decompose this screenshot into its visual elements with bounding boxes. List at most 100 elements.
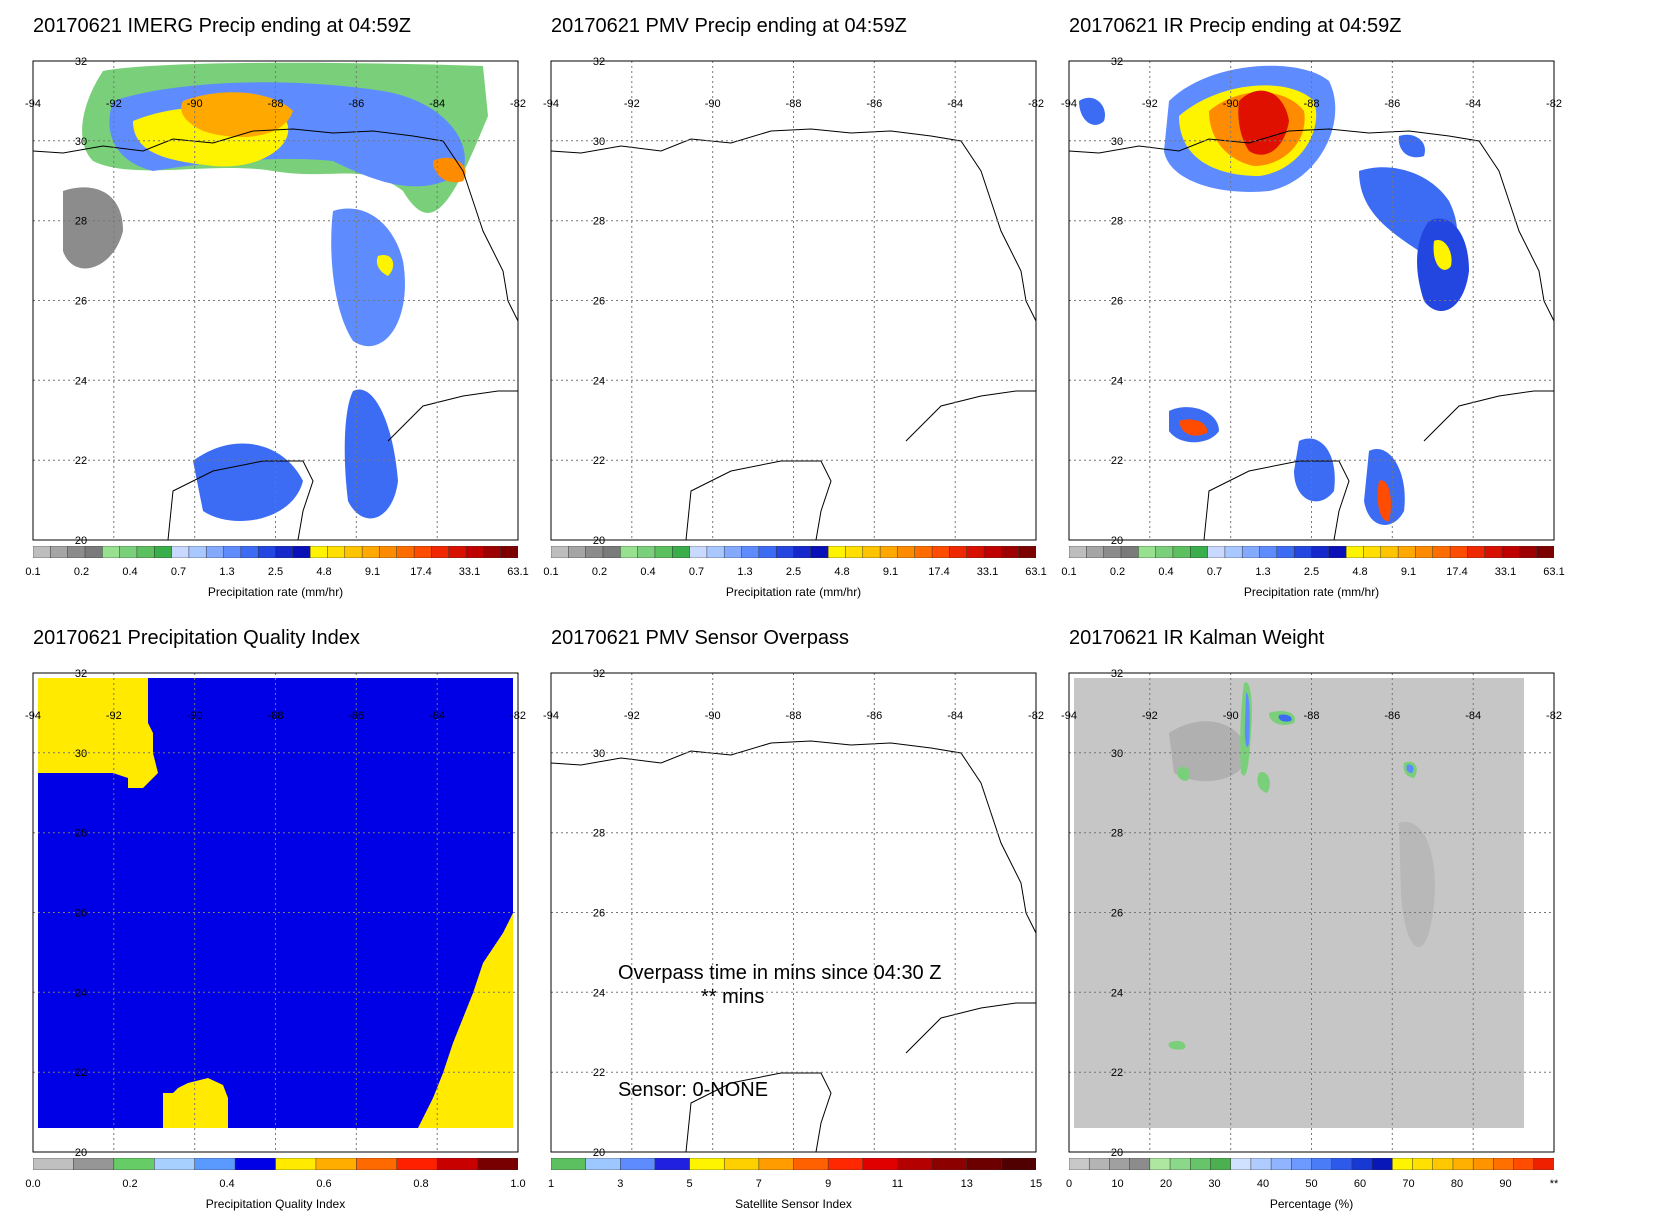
plot-frame	[550, 672, 1037, 1153]
x-tick-label: -94	[25, 710, 41, 722]
y-tick-label: 30	[593, 136, 605, 148]
colorbar-tick: 7	[755, 1178, 762, 1190]
colorbar-swatch	[689, 1158, 725, 1170]
colorbar-swatch	[966, 546, 985, 558]
panel-imerg: 20170621 IMERG Precip ending at 04:59Z	[0, 0, 529, 600]
colorbar-swatch	[154, 546, 173, 558]
y-tick-label: 22	[1111, 1067, 1123, 1079]
colorbar-tick: 33.1	[1494, 566, 1517, 578]
colorbar-swatch	[1397, 546, 1417, 558]
y-tick-label: 24	[75, 375, 87, 387]
colorbar	[33, 1158, 518, 1170]
colorbar-tick: 0.2	[73, 566, 90, 578]
colorbar-swatch	[585, 546, 604, 558]
colorbar-tick: 1.3	[219, 566, 235, 578]
colorbar-swatch	[827, 546, 847, 558]
colorbar-tick: 1.3	[1255, 566, 1271, 578]
colorbar-tick: 0.4	[1158, 566, 1174, 578]
panel-sensor-overpass: 20170621 PMV Sensor Overpass -94 -92 -90 -8…	[518, 612, 1044, 1212]
x-tick-label: -88	[1304, 98, 1320, 110]
colorbar-swatch	[966, 1158, 1003, 1170]
colorbar-swatch	[602, 546, 622, 558]
colorbar-swatch	[914, 546, 933, 558]
map-plot: -94 -92 -90 -88 -86 -84 -82 20 22 24 26 28 30 32	[25, 56, 526, 547]
x-tick-label: -92	[624, 98, 640, 110]
x-tick-label: -84	[429, 710, 445, 722]
y-tick-label: 24	[593, 987, 605, 999]
map-svg: -94 -92 -90 -88 -86 -84 -82 20 22 24 26 28 30 32	[1061, 668, 1562, 1159]
colorbar-swatch	[500, 546, 518, 558]
y-tick-label: 32	[75, 56, 87, 68]
colorbar-tick: 63.1	[1543, 566, 1565, 578]
coastline	[550, 740, 1037, 1153]
panel-title: 20170621 PMV Precip ending at 04:59Z	[551, 15, 907, 37]
colorbar-tick: 33.1	[976, 566, 999, 578]
colorbar-swatch	[1328, 546, 1347, 558]
coastline	[550, 128, 1037, 541]
colorbar-swatch	[171, 546, 190, 558]
y-tick-label: 26	[1111, 908, 1123, 920]
plot-frame	[550, 60, 1037, 541]
colorbar-swatch	[1415, 546, 1434, 558]
colorbar-swatch	[672, 546, 691, 558]
colorbar-swatch	[84, 546, 104, 558]
colorbar-swatch	[315, 1158, 358, 1170]
colorbar-tick: 2.5	[785, 566, 802, 578]
colorbar-swatch	[1513, 1158, 1535, 1170]
colorbar-tick: 17.4	[928, 566, 950, 578]
colorbar-tick: 20	[1159, 1178, 1173, 1190]
colorbar-tick: 5	[686, 1178, 693, 1190]
coastline	[1068, 128, 1555, 541]
x-tick-label: -88	[1304, 710, 1320, 722]
colorbar-swatch	[154, 1158, 196, 1170]
colorbar-swatch	[1351, 1158, 1373, 1170]
panel-title: 20170621 Precipitation Quality Index	[33, 627, 360, 649]
colorbar-swatch	[1467, 546, 1486, 558]
y-tick-label: 24	[593, 375, 605, 387]
colorbar-swatch	[1501, 546, 1521, 558]
x-tick-label: -92	[1142, 710, 1158, 722]
panel-title: 20170621 PMV Sensor Overpass	[551, 627, 849, 649]
x-tick-label: -92	[106, 98, 122, 110]
colorbar-label: Precipitation rate (mm/hr)	[207, 585, 344, 599]
x-tick-label: -88	[786, 710, 802, 722]
colorbar-swatch	[436, 1158, 479, 1170]
y-tick-label: 32	[1111, 668, 1123, 680]
grid	[33, 61, 518, 540]
colorbar-swatch	[931, 1158, 968, 1170]
colorbar-swatch	[983, 546, 1003, 558]
plot-frame	[1068, 672, 1555, 1153]
colorbar-swatch	[1536, 546, 1554, 558]
colorbar-swatch	[1432, 546, 1451, 558]
colorbar-swatch	[1001, 546, 1020, 558]
colorbar-swatch	[706, 546, 725, 558]
colorbar-swatch	[1241, 546, 1261, 558]
panel-title: 20170621 IMERG Precip ending at 04:59Z	[33, 15, 412, 37]
colorbar-swatch	[257, 546, 277, 558]
x-tick-label: -86	[1384, 98, 1400, 110]
x-tick-label: -90	[187, 710, 203, 722]
y-tick-label: 22	[75, 1067, 87, 1079]
colorbar-swatch	[275, 546, 294, 558]
y-tick-label: 28	[593, 828, 605, 840]
colorbar-swatch	[1412, 1158, 1434, 1170]
colorbar-swatch	[234, 1158, 277, 1170]
colorbar-tick: 9.1	[364, 566, 381, 578]
colorbar-tick: 0.7	[688, 566, 705, 578]
grid	[1069, 61, 1554, 540]
x-tick-label: -90	[705, 710, 721, 722]
x-tick-label: -88	[268, 710, 284, 722]
colorbar-swatch	[568, 546, 587, 558]
colorbar-label: Precipitation Quality Index	[205, 1197, 346, 1211]
x-tick-label: -82	[510, 98, 526, 110]
colorbar-swatch	[396, 1158, 438, 1170]
y-tick-label: 24	[1111, 375, 1123, 387]
colorbar-tick: 2.5	[1303, 566, 1320, 578]
colorbar-tick: 17.4	[1446, 566, 1468, 578]
colorbar-tick: 13	[960, 1178, 973, 1190]
colorbar-swatch	[1001, 1158, 1036, 1170]
colorbar-swatch	[205, 546, 225, 558]
colorbar-swatch	[50, 546, 69, 558]
colorbar-swatch	[194, 1158, 236, 1170]
colorbar-swatch	[758, 1158, 795, 1170]
